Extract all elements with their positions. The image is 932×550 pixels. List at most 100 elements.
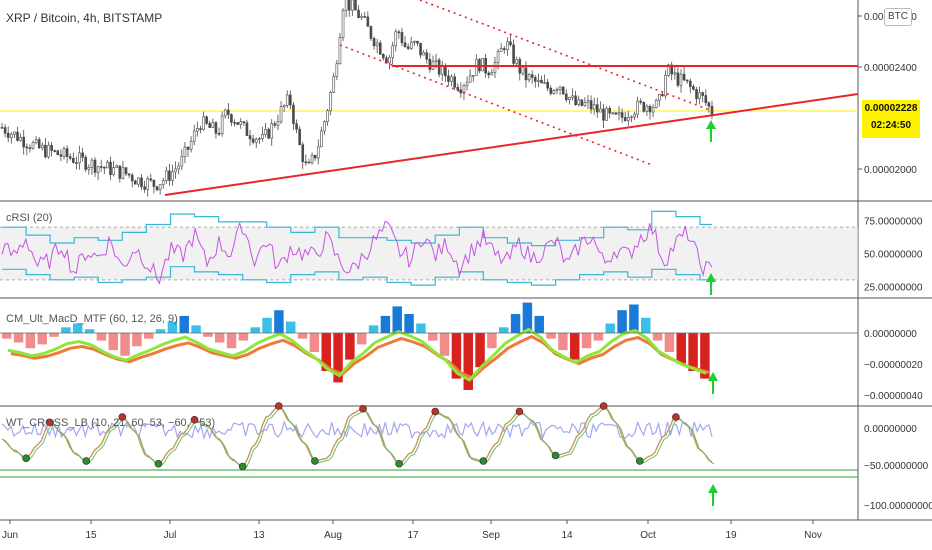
candle-body [341,10,345,39]
currency-button[interactable]: BTC [884,8,912,26]
candle-body [456,86,460,91]
candle-body [137,177,140,185]
candle-body [450,76,453,82]
candle-body [28,147,32,149]
macd-histogram-bar [652,333,663,341]
candle-body [118,165,122,179]
candle-body [645,105,649,112]
candle-body [657,94,661,101]
candle-body [270,123,274,139]
candle-body [217,133,221,135]
wt-cross-dot [190,415,199,424]
candle-body [630,116,633,119]
candle-body [242,121,246,124]
candle-body [3,127,7,134]
macd-histogram-bar [333,333,343,383]
candle-body [347,0,351,11]
candle-body [273,123,277,126]
macd-histogram-bar [179,315,189,333]
candle-body [595,104,599,113]
wt-pane-title: WT_CROSS_LB (10, 21, 60, 53, −60, −53) [6,417,216,429]
wt-cross-dot [274,402,283,410]
macd-histogram-bar [226,333,237,349]
time-tick-label: Jul [164,530,177,541]
candle-body [220,115,224,134]
candle-body [202,116,205,130]
macd-histogram-bar [96,333,107,341]
candle-body [357,9,360,19]
candle-body [685,79,689,82]
candle-body [592,104,596,110]
candle-body [363,16,367,18]
macd-histogram-bar [167,321,178,333]
macd-histogram-bar [558,333,568,351]
candle-body [400,32,404,44]
macd-histogram-bar [144,333,154,339]
wt-cross-dot [22,454,30,463]
macd-histogram-bar [61,327,71,333]
crsi-range-fill [0,227,858,280]
candle-body [667,64,670,76]
candle-body [254,138,258,143]
macd-tick-label: −0.00000040 [864,391,923,402]
macd-histogram-bar [250,327,260,333]
wt-cross-dot [395,459,403,468]
candle-body [326,110,329,123]
candle-body [171,171,174,181]
candle-body [338,37,342,65]
channel-lower-line [339,44,653,166]
current-price-tag: 0.00002228 02:24:50 [862,100,920,138]
candle-body [394,31,398,47]
candle-body [388,57,391,64]
candle-body [34,139,38,143]
wt-cross-dot [551,451,560,460]
channel-upper-line [419,0,716,113]
candle-body [41,144,44,149]
macd-histogram-bar [132,333,142,347]
candle-body [155,186,159,191]
candle-body [236,122,239,125]
candle-body [633,113,636,118]
candle-body [571,95,574,98]
candle-body [707,102,711,107]
candle-body [186,146,190,150]
macd-histogram-bar [416,323,426,333]
candle-body [44,144,47,158]
candle-body [409,41,413,49]
current-price-label: 0.00002228 [864,103,918,114]
candle-body [682,73,686,81]
candle-body [704,95,708,104]
macd-histogram-bar [641,317,651,333]
candle-body [453,76,456,88]
macd-histogram-bar [274,310,284,333]
candle-body [552,90,556,94]
candle-body [87,167,91,170]
candle-body [282,105,286,107]
candle-body [285,94,289,106]
candle-body [310,154,314,164]
macd-histogram-bar [510,314,521,333]
candle-body [583,101,587,106]
macd-histogram-bar [368,325,379,333]
macd-histogram-bar [629,304,639,333]
candle-body [701,92,704,96]
candle-body [329,92,332,112]
candle-body [90,159,94,168]
crsi-line [1,220,713,285]
macd-histogram-bar [262,317,272,333]
candle-body [251,138,255,143]
candle-body [561,86,565,95]
candle-body [413,40,416,43]
candle-body [276,121,280,126]
candle-body [366,16,370,27]
time-tick-label: Nov [804,530,822,541]
candle-body [295,123,298,130]
time-tick-label: 17 [407,530,419,541]
candle-body [419,42,422,56]
candle-body [521,67,525,74]
macd-histogram-bar [593,333,604,341]
macd-histogram-bar [286,321,296,333]
candle-body [0,127,4,129]
candle-body [177,165,181,170]
